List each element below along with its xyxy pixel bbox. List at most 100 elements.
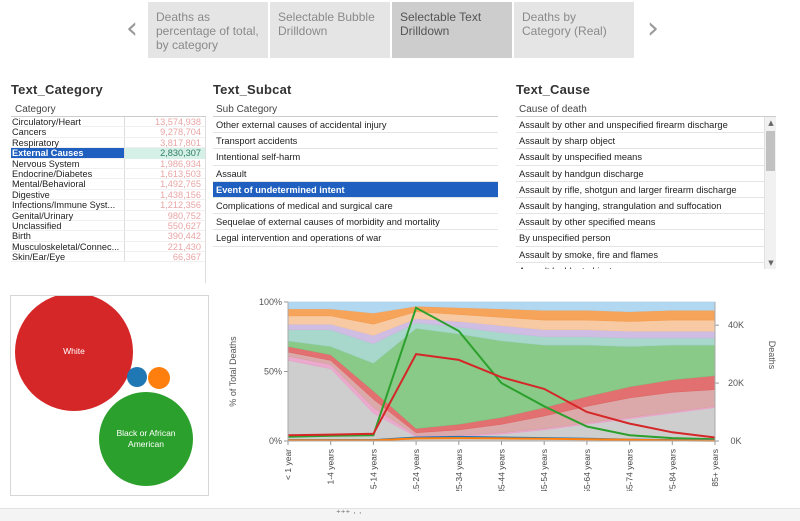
x-axis-tick-label: < 1 year	[283, 449, 293, 480]
category-value: 1,438,156	[160, 189, 201, 200]
category-name: Birth	[12, 231, 31, 242]
category-name: Genital/Urinary	[12, 210, 74, 221]
x-axis-tick-label: 35-44 years	[497, 449, 507, 491]
category-row[interactable]: Genital/Urinary 980,752	[11, 210, 205, 221]
tab-bubble-drilldown[interactable]: Selectable Bubble Drilldown	[270, 2, 390, 58]
category-name: Respiratory	[12, 137, 59, 148]
x-axis-tick-label: 15-24 years	[411, 449, 421, 491]
subcat-title: Text_Subcat	[213, 82, 292, 97]
category-name: Nervous System	[12, 158, 80, 169]
tab-text-drilldown[interactable]: Selectable Text Drilldown	[392, 2, 512, 58]
category-value: 221,430	[167, 241, 201, 252]
subcategory-row[interactable]: Other external causes of accidental inju…	[213, 117, 498, 134]
scroll-thumb[interactable]	[766, 131, 775, 171]
subcategory-row[interactable]: Assault	[213, 166, 498, 182]
line-series-green[interactable]	[287, 306, 716, 441]
right-axis-tick-label: 40K	[728, 320, 744, 330]
right-axis-tick-label: 0K	[730, 436, 741, 446]
bubble-black-african-american[interactable]	[99, 392, 193, 486]
x-axis-tick-label: 45-54 years	[539, 449, 549, 491]
x-axis-tick-label: 85+ years	[710, 449, 720, 487]
subcategory-row[interactable]: Intentional self-harm	[213, 149, 498, 166]
subcategory-row[interactable]: Complications of medical and surgical ca…	[213, 198, 498, 215]
category-row[interactable]: Circulatory/Heart 13,574,938	[11, 117, 205, 128]
category-row[interactable]: External Causes 2,830,307	[11, 148, 205, 159]
scroll-down-icon[interactable]: ▼	[768, 259, 774, 267]
subcategory-row[interactable]: Event of undetermined intent	[213, 181, 498, 198]
column-divider	[124, 231, 125, 241]
category-row[interactable]: Endocrine/Diabetes 1,613,503	[11, 168, 205, 180]
left-axis-title: % of Total Deaths	[228, 336, 238, 407]
cause-row[interactable]: Assault by handgun discharge	[516, 166, 764, 182]
category-name: External Causes	[12, 148, 84, 159]
x-axis-tick-label: 55-64 years	[582, 449, 592, 491]
bubble-white[interactable]	[15, 296, 133, 411]
cause-row[interactable]: By unspecified person	[516, 230, 764, 247]
column-divider	[124, 241, 125, 252]
category-row[interactable]: Cancers 9,278,704	[11, 127, 205, 138]
line-series-red[interactable]	[287, 353, 716, 439]
cause-row[interactable]: Assault by other and unspecified firearm…	[516, 117, 764, 134]
cause-list-scrollbar[interactable]: ▲ ▼	[764, 117, 776, 269]
tab-deaths-percentage[interactable]: Deaths as percentage of total, by catego…	[148, 2, 268, 58]
subcategory-row[interactable]: Legal intervention and operations of war	[213, 230, 498, 247]
chevron-left-icon[interactable]: ‹	[126, 11, 138, 46]
cause-row[interactable]: Assault by blunt object	[516, 263, 764, 269]
category-name: Digestive	[12, 189, 50, 200]
scroll-up-icon[interactable]: ▲	[768, 119, 774, 127]
subcat-column-header[interactable]: Sub Category	[213, 104, 498, 117]
category-name: Endocrine/Diabetes	[12, 168, 93, 179]
line-series-orange[interactable]	[288, 437, 716, 442]
column-divider	[124, 189, 125, 200]
column-divider	[124, 210, 125, 220]
cause-row[interactable]: Assault by sharp object	[516, 133, 764, 150]
category-value: 1,986,934	[160, 158, 201, 169]
category-value: 390,442	[167, 231, 201, 242]
category-name: Unclassified	[12, 220, 62, 231]
x-axis-tick-label: 5-14 years	[368, 449, 378, 489]
cause-column-header[interactable]: Cause of death	[516, 104, 776, 117]
category-name: Musculoskeletal/Connec...	[12, 241, 120, 252]
category-row[interactable]: Infections/Immune Syst... 1,212,356	[11, 200, 205, 211]
column-divider	[124, 179, 125, 189]
story-tabs: Deaths as percentage of total, by catego…	[148, 2, 634, 58]
subcategory-row[interactable]: Sequelae of external causes of morbidity…	[213, 214, 498, 231]
bubble-label-white: White	[63, 346, 85, 356]
column-divider	[124, 137, 125, 148]
category-column-header[interactable]: Category	[11, 104, 206, 117]
category-row[interactable]: Musculoskeletal/Connec... 221,430	[11, 241, 205, 253]
bubble-orange[interactable]	[148, 367, 170, 389]
chevron-right-icon[interactable]: ›	[647, 11, 659, 46]
cause-row[interactable]: Assault by rifle, shotgun and larger fir…	[516, 182, 764, 198]
cause-row[interactable]: Assault by other specified means	[516, 214, 764, 231]
category-value: 2,830,307	[125, 148, 205, 159]
tab-deaths-by-category[interactable]: Deaths by Category (Real)	[514, 2, 634, 58]
column-divider	[124, 168, 125, 179]
x-axis-tick-label: 75-84 years	[667, 449, 677, 491]
category-value: 1,212,356	[160, 200, 201, 211]
category-row[interactable]: Skin/Ear/Eye 66,367	[11, 252, 205, 263]
column-divider	[124, 127, 125, 137]
category-value: 1,613,503	[160, 168, 201, 179]
x-axis-tick-label: 25-34 years	[454, 449, 464, 491]
category-row[interactable]: Birth 390,442	[11, 231, 205, 242]
category-row[interactable]: Mental/Behavioral 1,492,765	[11, 179, 205, 190]
area-line-chart: 0% 50% 100% 0K 20K 40K % of Total Deaths Deaths…	[225, 295, 783, 494]
left-axis-tick-label: 0%	[269, 436, 282, 446]
category-row[interactable]: Nervous System 1,986,934	[11, 158, 205, 169]
cause-row[interactable]: Assault by hanging, strangulation and su…	[516, 198, 764, 215]
bubble-chart: White Black or African American	[10, 295, 209, 496]
cause-row[interactable]: Assault by unspecified means	[516, 149, 764, 166]
category-value: 980,752	[167, 210, 201, 221]
bubble-blue[interactable]	[127, 367, 147, 387]
category-row[interactable]: Unclassified 550,627	[11, 220, 205, 232]
column-divider	[124, 200, 125, 210]
cause-row[interactable]: Assault by smoke, fire and flames	[516, 247, 764, 263]
left-axis-tick-label: 100%	[259, 297, 282, 307]
bubble-label-black: Black or African American	[116, 428, 176, 449]
category-row[interactable]: Digestive 1,438,156	[11, 189, 205, 201]
category-row[interactable]: Respiratory 3,817,801	[11, 137, 205, 149]
tableau-logo-icon[interactable]: ⁺⁺⁺ · ·	[336, 509, 362, 519]
subcategory-row[interactable]: Transport accidents	[213, 133, 498, 150]
subcategory-list: Other external causes of accidental inju…	[213, 117, 498, 247]
